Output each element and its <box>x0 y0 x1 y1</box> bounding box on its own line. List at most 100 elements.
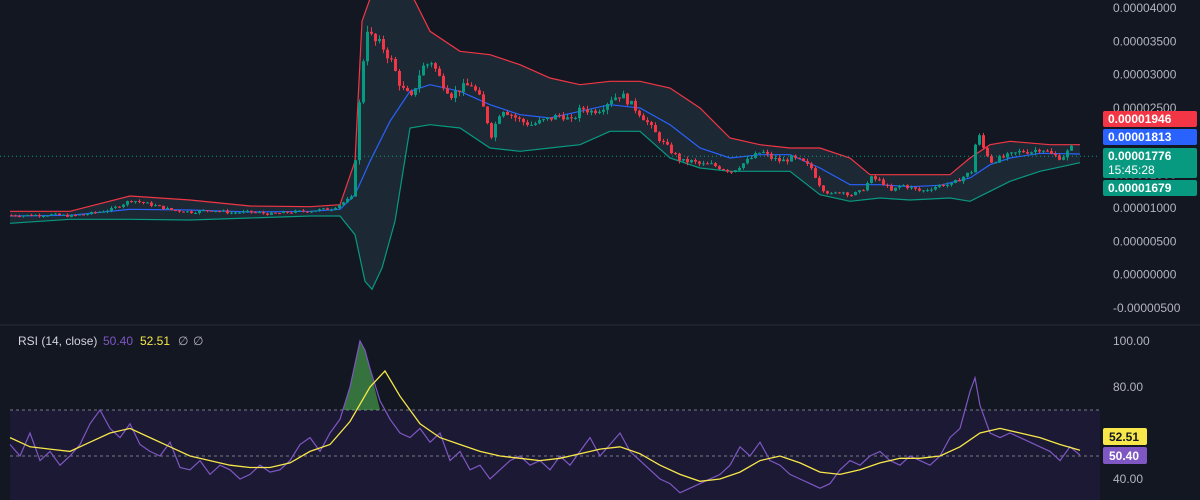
candle-body <box>718 166 721 170</box>
candle-body <box>434 63 437 69</box>
candle-body <box>834 192 837 194</box>
price-tag-background <box>1103 129 1197 145</box>
candle-body <box>1010 152 1013 154</box>
candle-body <box>294 210 297 213</box>
candle-body <box>614 97 617 101</box>
candle-body <box>758 152 761 154</box>
candle-body <box>798 157 801 159</box>
candle-body <box>362 61 365 103</box>
candle-body <box>106 210 109 212</box>
candle-body <box>1042 150 1045 152</box>
candle-body <box>518 117 521 119</box>
candle-body <box>714 163 717 167</box>
candle-body <box>702 163 705 165</box>
candle-body <box>1038 149 1041 152</box>
candle-body <box>622 93 625 99</box>
price-tag-background <box>1103 180 1197 196</box>
candle-body <box>494 123 497 138</box>
candle-body <box>942 184 945 186</box>
candle-body <box>734 170 737 173</box>
candle-body <box>282 211 285 214</box>
rsi-pane[interactable] <box>9 339 1100 500</box>
candle-body <box>598 111 601 113</box>
candle-body <box>250 210 253 213</box>
candle-body <box>458 90 461 93</box>
candle-body <box>170 208 173 211</box>
candle-body <box>134 201 137 203</box>
candle-body <box>1066 150 1069 158</box>
candle-body <box>774 158 777 159</box>
candle-body <box>830 193 833 195</box>
candle-body <box>154 205 157 207</box>
candle-body <box>930 189 933 191</box>
candle-body <box>190 211 193 214</box>
candle-body <box>410 91 413 95</box>
rsi-axis-label: 40.00 <box>1113 472 1143 486</box>
price-pane[interactable] <box>0 0 1100 291</box>
candle-body <box>430 63 433 65</box>
candle-body <box>570 117 573 119</box>
rsi-tag-value: 50.40 <box>1109 449 1139 463</box>
candle-body <box>1026 152 1029 154</box>
candle-body <box>998 156 1001 163</box>
candle-body <box>46 215 49 217</box>
candle-body <box>626 93 629 105</box>
candle-body <box>178 210 181 212</box>
candle-body <box>854 192 857 196</box>
candle-body <box>990 156 993 163</box>
candle-body <box>646 120 649 123</box>
candle-body <box>486 106 489 124</box>
candle-body <box>110 208 113 211</box>
candle-body <box>238 212 241 214</box>
candle-body <box>198 210 201 213</box>
candle-body <box>386 49 389 59</box>
price-axis-label: -0.00000500 <box>1113 301 1181 315</box>
candle-body <box>370 31 373 34</box>
candle-body <box>214 211 217 213</box>
candle-body <box>938 184 941 187</box>
candle-body <box>66 214 69 217</box>
candle-body <box>398 71 401 86</box>
candle-body <box>42 216 45 217</box>
candle-body <box>558 115 561 117</box>
price-tag-value: 0.00001776 <box>1108 149 1172 163</box>
candle-body <box>894 187 897 191</box>
rsi-value-tag: 50.40 <box>1103 447 1147 464</box>
candle-body <box>242 211 245 213</box>
rsi-axis[interactable]: 100.00 80.00 40.00 <box>1113 334 1150 486</box>
candle-body <box>786 159 789 162</box>
candle-body <box>326 208 329 210</box>
candle-body <box>790 155 793 162</box>
candle-body <box>474 86 477 91</box>
candle-body <box>150 202 153 206</box>
candle-body <box>218 211 221 213</box>
rsi-legend[interactable]: RSI (14, close) 50.40 52.51 ∅ ∅ <box>18 334 203 348</box>
candle-body <box>754 153 757 158</box>
candle-body <box>1046 150 1049 152</box>
candle-body <box>962 176 965 182</box>
candle-body <box>122 204 125 207</box>
bollinger-basis-line <box>9 84 1081 217</box>
candle-body <box>886 185 889 186</box>
candle-body <box>678 153 681 161</box>
candle-body <box>130 201 133 203</box>
candle-body <box>818 177 821 186</box>
candle-body <box>306 211 309 213</box>
candle-body <box>126 201 129 205</box>
candle-body <box>330 209 333 211</box>
candle-body <box>414 88 417 95</box>
candle-body <box>858 190 861 192</box>
candle-body <box>266 213 269 215</box>
candle-body <box>810 163 813 169</box>
candle-body <box>542 119 545 121</box>
candle-body <box>194 213 197 214</box>
rsi-overbought-fill <box>343 341 380 410</box>
candle-body <box>298 210 301 212</box>
candle-body <box>682 159 685 161</box>
candle-body <box>1070 145 1073 151</box>
candle-body <box>478 90 481 95</box>
candle-body <box>738 168 741 171</box>
candle-body <box>278 213 281 215</box>
candle-body <box>794 155 797 158</box>
